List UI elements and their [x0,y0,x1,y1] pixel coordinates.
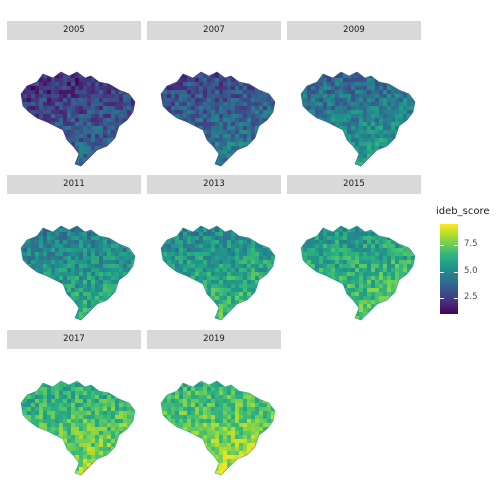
country-outline [300,71,416,167]
legend-tick-mark [454,271,458,273]
facet-strip: 2015 [287,175,421,194]
facet-strip: 2019 [147,330,281,349]
facet-strip: 2005 [7,21,141,40]
facet-label: 2009 [343,25,365,35]
municipality-cells [301,226,415,320]
facet-panel: 2011 [7,175,141,325]
country-outline [20,380,136,476]
legend-colorbar [440,224,458,314]
brazil-map [20,225,136,321]
brazil-map [160,380,276,476]
facet-strip: 2013 [147,175,281,194]
facet-label: 2017 [63,334,85,344]
legend-tick-mark [454,245,458,247]
brazil-map [20,71,136,167]
legend-tick-mark [440,298,444,300]
municipality-cells [301,72,415,166]
legend: ideb_score 7.5 5.0 2.5 [436,206,496,326]
facet-panel: 2009 [287,21,421,171]
facet-strip: 2009 [287,21,421,40]
facet-panel: 2007 [147,21,281,171]
legend-tick-mark [440,245,444,247]
facet-panel: 2019 [147,330,281,480]
country-outline [160,71,276,167]
municipality-cells [161,226,275,320]
facet-label: 2007 [203,25,225,35]
country-outline [160,225,276,321]
facet-label: 2011 [63,179,85,189]
municipality-cells [161,381,275,475]
legend-tick-mark [454,298,458,300]
legend-tick-mark [440,271,444,273]
country-outline [20,71,136,167]
facet-panel: 2005 [7,21,141,171]
legend-tick-label: 2.5 [464,292,478,303]
facet-panel: 2015 [287,175,421,325]
municipality-cells [21,72,135,166]
facet-label: 2019 [203,334,225,344]
municipality-cells [21,381,135,475]
brazil-map [160,225,276,321]
facet-strip: 2011 [7,175,141,194]
legend-tick-label: 5.0 [464,265,478,276]
legend-title: ideb_score [436,206,490,217]
facet-panel: 2013 [147,175,281,325]
country-outline [300,225,416,321]
facet-strip: 2007 [147,21,281,40]
facet-panel: 2017 [7,330,141,480]
facet-label: 2005 [63,25,85,35]
brazil-map [300,71,416,167]
municipality-cells [21,226,135,320]
brazil-map [160,71,276,167]
facet-strip: 2017 [7,330,141,349]
country-outline [160,380,276,476]
country-outline [20,225,136,321]
brazil-map [20,380,136,476]
municipality-cells [161,72,275,166]
legend-tick-label: 7.5 [464,239,478,250]
brazil-map [300,225,416,321]
facet-label: 2013 [203,179,225,189]
facet-label: 2015 [343,179,365,189]
